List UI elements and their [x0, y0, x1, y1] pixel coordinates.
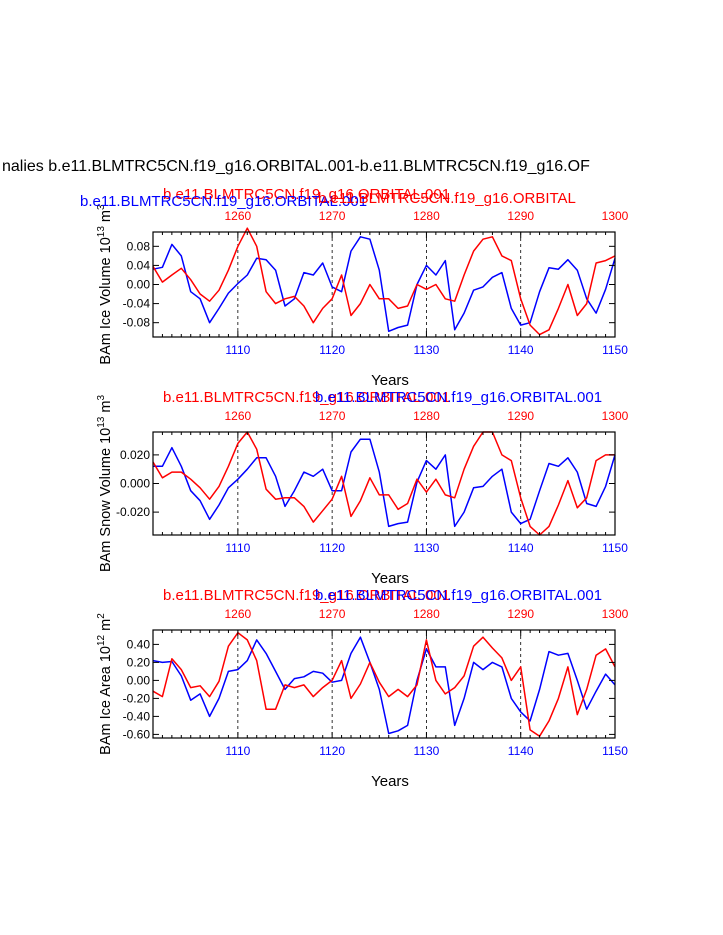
top-tick-label: 1300: [602, 409, 629, 423]
top-title-red: b.e11.BLMTRC5CN.f19_g16.ORBITAL.001: [163, 389, 450, 406]
blue-series-line: [152, 636, 616, 735]
top-tick-label: 1290: [507, 409, 534, 423]
y-tick-label: -0.04: [123, 297, 151, 311]
chart-panel-2: 1110 1120 1130 1140 1150 1260 1270 1280 1290 1300…: [96, 389, 629, 587]
x-axis-label: Years: [371, 372, 409, 389]
top-tick-label: 1280: [413, 209, 440, 223]
main-title: nalies b.e11.BLMTRC5CN.f19_g16.ORBITAL.0…: [2, 158, 590, 175]
top-title-blue: b.e11.BLMTRC5CN.f19_g16.ORBITAL.001: [315, 587, 602, 604]
top-tick-label: 1260: [225, 607, 252, 621]
x-axis-label: Years: [371, 570, 409, 587]
x-tick-label: 1140: [508, 541, 534, 555]
top-tick-label: 1290: [507, 607, 534, 621]
x-tick-label: 1150: [602, 541, 628, 555]
y-axis-label: BAm Snow Volume 1013 m3: [96, 395, 114, 573]
top-tick-label: 1300: [602, 209, 629, 223]
blue-series-line: [153, 438, 616, 528]
top-tick-label: 1280: [413, 409, 440, 423]
chart-panel-3: 1110 1120 1130 1140 1150 1260 1270 1280 1290 1300…: [96, 587, 629, 790]
x-tick-label: 1120: [319, 343, 345, 357]
top-tick-label: 1290: [507, 209, 534, 223]
top-title-red: b.e11.BLMTRC5CN.f19_g16.ORBITAL.001: [163, 587, 450, 604]
y-tick-label: 0.40: [127, 637, 151, 651]
top-tick-label: 1260: [225, 209, 252, 223]
y-tick-label: -0.08: [123, 316, 151, 330]
red-series-line: [152, 631, 616, 737]
x-tick-label: 1130: [414, 541, 440, 555]
y-tick-label: -0.020: [116, 505, 150, 519]
y-tick-label: 0.00: [127, 673, 151, 687]
x-tick-label: 1130: [414, 343, 440, 357]
top-title-blue: b.e11.BLMTRC5CN.f19_g16.ORBITAL.001: [315, 389, 602, 406]
x-tick-label: 1150: [602, 744, 628, 758]
top-tick-label: 1280: [413, 607, 440, 621]
top-tick-label: 1270: [319, 409, 346, 423]
blue-series-line: [152, 236, 616, 333]
x-tick-label: 1130: [414, 744, 440, 758]
y-tick-label: 0.20: [127, 655, 151, 669]
top-tick-label: 1260: [225, 409, 252, 423]
top-title-red-2: b.e11.BLMTRC5CN.f19_g16.ORBITAL: [318, 190, 576, 207]
y-tick-label: 0.020: [120, 448, 150, 462]
y-tick-label: 0.000: [120, 477, 150, 491]
y-tick-label: 0.00: [127, 278, 151, 292]
y-tick-label: -0.40: [123, 709, 151, 723]
x-tick-label: 1120: [319, 541, 345, 555]
top-tick-label: 1270: [319, 209, 346, 223]
x-tick-label: 1140: [508, 744, 534, 758]
x-tick-label: 1110: [225, 541, 250, 555]
chart-panel-1: 1110 1120 1130 1140 1150 1260 1270 1280 1290 1300…: [80, 186, 629, 389]
y-tick-label: 0.08: [127, 239, 151, 253]
red-series-line: [152, 227, 616, 336]
y-tick-label: -0.60: [123, 727, 151, 741]
x-axis-label: Years: [371, 773, 409, 790]
y-axis-label: BAm Ice Volume 1013 m3: [96, 204, 114, 365]
top-tick-label: 1300: [602, 607, 629, 621]
x-tick-label: 1150: [602, 343, 628, 357]
x-tick-label: 1120: [319, 744, 345, 758]
top-tick-label: 1270: [319, 607, 346, 621]
x-tick-label: 1110: [225, 343, 250, 357]
x-tick-label: 1110: [225, 744, 250, 758]
top-title-blue: b.e11.BLMTRC5CN.f19_g16.ORBITAL.001: [80, 193, 367, 210]
y-axis-label: BAm Ice Area 1012 m2: [96, 613, 114, 755]
red-series-line: [152, 431, 615, 536]
y-tick-label: -0.20: [123, 691, 151, 705]
top-title-red: b.e11.BLMTRC5CN.f19_g16.ORBITAL.001: [163, 186, 450, 203]
y-tick-label: 0.04: [127, 258, 151, 272]
plot-frame: [152, 629, 616, 739]
x-tick-label: 1140: [508, 343, 534, 357]
